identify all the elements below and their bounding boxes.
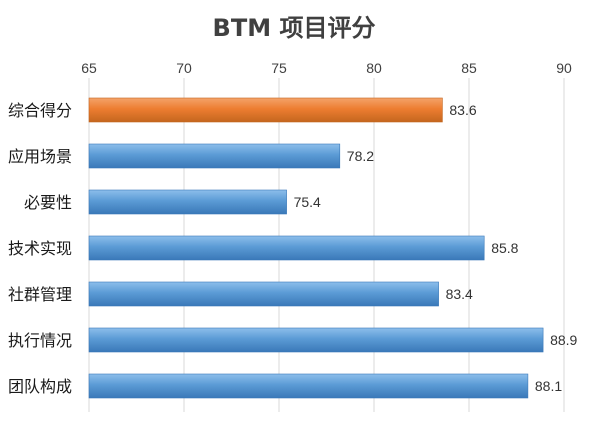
category-label-3: 技术实现	[8, 239, 72, 258]
bar-5	[88, 327, 544, 353]
x-tick-label-90: 90	[556, 60, 572, 76]
value-label-0: 83.6	[449, 102, 476, 118]
value-label-2: 75.4	[294, 194, 321, 210]
chart-title: BTM 项目评分	[213, 14, 376, 42]
x-tick-label-65: 65	[81, 60, 97, 76]
value-label-3: 85.8	[491, 240, 518, 256]
category-label-1: 应用场景	[8, 147, 72, 166]
bar-3	[88, 235, 485, 261]
category-label-5: 执行情况	[8, 331, 72, 350]
category-label-0: 综合得分	[8, 101, 72, 120]
x-axis-ticks: 65 70 75 80 85 90	[81, 60, 572, 76]
bar-1	[88, 143, 341, 169]
bar-2	[88, 189, 287, 215]
category-label-6: 团队构成	[8, 377, 72, 396]
value-label-6: 88.1	[535, 378, 562, 394]
x-tick-label-85: 85	[461, 60, 477, 76]
bar-0	[88, 97, 443, 123]
x-tick-label-80: 80	[366, 60, 382, 76]
x-tick-label-70: 70	[176, 60, 192, 76]
bar-4	[88, 281, 439, 307]
category-label-2: 必要性	[24, 193, 72, 212]
value-label-4: 83.4	[446, 286, 473, 302]
bars	[88, 97, 544, 399]
value-label-5: 88.9	[550, 332, 577, 348]
bar-6	[88, 373, 529, 399]
category-label-4: 社群管理	[8, 285, 72, 304]
value-label-1: 78.2	[347, 148, 374, 164]
x-tick-label-75: 75	[271, 60, 287, 76]
value-labels: 83.6 78.2 75.4 85.8 83.4 88.9 88.1	[294, 102, 578, 394]
